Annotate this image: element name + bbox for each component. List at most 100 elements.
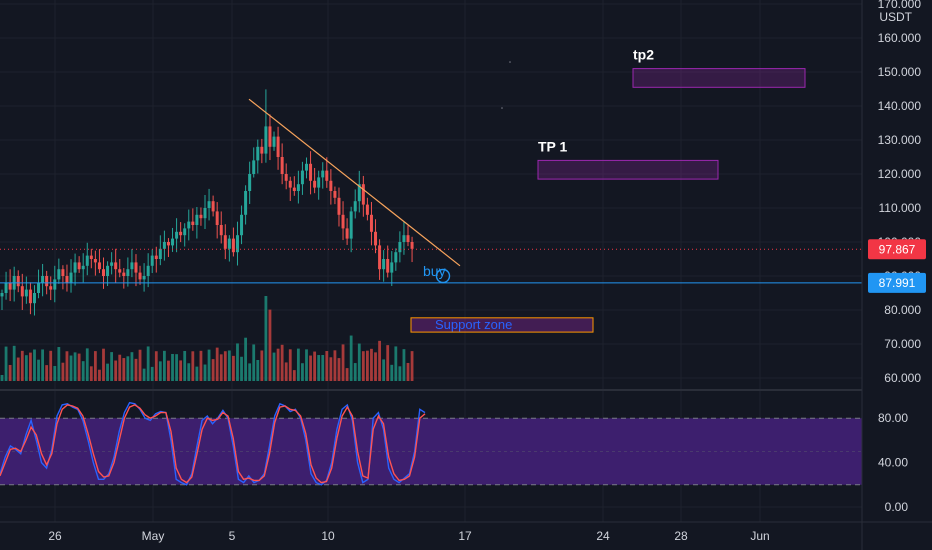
candle [361, 184, 365, 205]
candle [333, 191, 337, 198]
volume-bar [374, 352, 377, 381]
buy-label[interactable]: buy [423, 263, 446, 279]
candle [37, 282, 41, 293]
candle [114, 262, 118, 270]
volume-bar [191, 351, 195, 381]
price-tick-label: 120.000 [878, 167, 922, 181]
volume-bar [227, 350, 231, 381]
candle [219, 225, 223, 236]
time-axis[interactable]: 26 May 5 10 17 24 28 Jun [48, 529, 769, 543]
volume-bar [37, 359, 40, 381]
candle [292, 187, 296, 191]
volume-bar [207, 349, 211, 381]
candle [150, 255, 154, 266]
candle [272, 136, 276, 147]
candle [227, 238, 231, 249]
price-axis[interactable]: 60.00070.00080.00090.000100.000110.00012… [868, 0, 926, 385]
volume-bar [195, 366, 199, 381]
candle [276, 136, 280, 157]
stochastic-panel[interactable] [0, 401, 862, 486]
candle [28, 289, 32, 304]
candle [134, 262, 138, 273]
candle [280, 157, 284, 174]
volume-bar [130, 352, 134, 381]
volume-bar [378, 340, 381, 381]
candle [207, 201, 211, 208]
support-price-badge [868, 272, 926, 293]
candle [223, 235, 227, 249]
candle [166, 242, 170, 246]
candle [305, 163, 308, 171]
volume-bar [114, 360, 118, 381]
candle [369, 214, 373, 232]
time-tick-label: 28 [674, 529, 688, 543]
time-tick-label: 10 [321, 529, 335, 543]
target-zone-box[interactable] [632, 68, 806, 88]
candle [231, 238, 235, 253]
volume-bar [301, 363, 304, 381]
support-zone-box[interactable] [410, 317, 594, 333]
price-tick-label: 80.000 [884, 303, 921, 317]
current-price-value: 97.867 [879, 242, 916, 256]
tp2-label[interactable]: tp2 [633, 47, 654, 63]
candle [313, 180, 317, 188]
tp1-label[interactable]: TP 1 [538, 138, 568, 154]
candle [386, 259, 390, 273]
oscillator-tick-label: 0.00 [885, 500, 909, 514]
volume-bar [146, 346, 150, 381]
volume-bar [382, 359, 386, 381]
candle [240, 214, 244, 236]
volume-bar [236, 343, 239, 381]
volume-bar [61, 362, 65, 381]
oscillator-tick-label: 80.00 [878, 411, 908, 425]
volume-bar [150, 366, 154, 381]
volume-bar [305, 349, 308, 381]
volume-bar [41, 349, 44, 381]
drawing-dot [509, 61, 511, 63]
volume-bar [12, 345, 16, 381]
volume-bar [321, 354, 325, 381]
support-zone-label[interactable]: Support zone [435, 317, 512, 332]
volume-bar [77, 353, 81, 381]
buy-marker-icon[interactable] [435, 268, 451, 284]
current-price-badge [868, 239, 926, 260]
volume-bar [284, 362, 288, 381]
candle [256, 146, 260, 161]
volume-bar [341, 344, 345, 381]
volume-bar [219, 354, 223, 381]
candle [0, 293, 4, 297]
candle [138, 272, 142, 280]
candle [365, 204, 369, 215]
candle [321, 170, 325, 178]
oscillator-axis[interactable]: 0.00 40.00 80.00 [878, 411, 908, 514]
volume-bar [126, 356, 130, 381]
volume-bar [45, 365, 49, 381]
price-panel[interactable]: tp2 TP 1 Support zone buy [0, 47, 862, 381]
volume-bar [280, 344, 284, 381]
volume-bar [171, 353, 174, 381]
volume-bar [398, 366, 402, 381]
candle [85, 255, 89, 266]
volume-bar [24, 355, 28, 381]
candle [235, 235, 239, 253]
candle [199, 214, 203, 219]
drawing-dot [501, 107, 503, 109]
volume-bar [57, 347, 61, 381]
target-zone-box[interactable] [537, 159, 719, 180]
candle [260, 146, 264, 154]
candle [45, 276, 49, 287]
trendline[interactable] [248, 98, 461, 267]
volume-bar [85, 348, 89, 381]
volume-bar [138, 349, 142, 381]
candle [394, 252, 398, 263]
volume-bar [333, 350, 337, 381]
volume-bar [349, 335, 353, 381]
volume-bar [158, 361, 162, 381]
volume-bar [154, 351, 158, 381]
candle [179, 231, 183, 236]
candle [248, 174, 252, 191]
candle [187, 221, 191, 229]
candle [4, 282, 8, 293]
candle [77, 262, 81, 270]
